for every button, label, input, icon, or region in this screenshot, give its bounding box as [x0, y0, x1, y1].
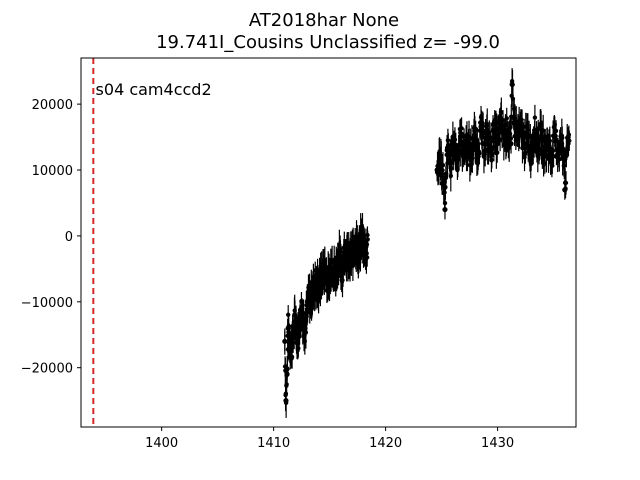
- data-point: [309, 292, 315, 298]
- data-point: [335, 253, 342, 259]
- data-point: [352, 239, 358, 246]
- data-point: [434, 167, 440, 173]
- data-point: [312, 279, 318, 285]
- y-tick-label: 0: [65, 230, 73, 245]
- data-point: [538, 134, 544, 140]
- data-point: [342, 246, 348, 252]
- data-point: [481, 141, 487, 147]
- data-point: [458, 134, 464, 140]
- data-point: [548, 154, 554, 160]
- data-point: [532, 115, 538, 120]
- data-point: [459, 126, 464, 131]
- data-point: [464, 141, 470, 147]
- data-point: [325, 279, 332, 285]
- data-point: [305, 299, 311, 305]
- data-point: [498, 121, 504, 127]
- y-tick-label: 10000: [32, 164, 73, 179]
- data-point: [302, 325, 308, 331]
- data-point: [474, 147, 481, 153]
- y-tick-label: −10000: [21, 296, 73, 311]
- data-point: [535, 141, 541, 147]
- data-point: [295, 332, 301, 338]
- data-point: [562, 154, 568, 160]
- data-point: [332, 272, 338, 279]
- data-point: [501, 134, 507, 140]
- axes: 1400 1410 1420 1430 −20000 −10000 0 10000 20000: [21, 57, 577, 451]
- data-point: [364, 255, 370, 260]
- data-point: [362, 246, 369, 252]
- data-point: [454, 154, 460, 160]
- data-point: [292, 318, 298, 325]
- y-tick-label: −20000: [21, 362, 73, 377]
- data-point: [505, 127, 511, 134]
- data-point: [545, 141, 551, 147]
- data-point: [329, 259, 335, 265]
- data-point: [542, 147, 548, 153]
- data-point: [444, 147, 450, 153]
- data-point: [284, 382, 289, 387]
- data-point: [285, 325, 291, 331]
- data-point: [540, 128, 546, 133]
- data-points: [282, 68, 572, 418]
- data-point: [447, 160, 454, 167]
- x-tick-label: 1420: [369, 436, 402, 451]
- plot-frame: [80, 57, 577, 428]
- data-point: [284, 371, 290, 377]
- data-point: [440, 163, 446, 168]
- data-point: [528, 147, 534, 153]
- x-tick-label: 1410: [257, 436, 290, 451]
- data-point: [448, 173, 454, 179]
- data-point: [471, 134, 477, 140]
- data-point: [282, 338, 288, 344]
- data-point: [442, 206, 448, 213]
- data-point: [488, 147, 494, 153]
- data-point: [437, 154, 444, 160]
- camera-annotation: s04 cam4ccd2: [96, 80, 212, 99]
- data-point: [552, 134, 558, 140]
- data-point: [468, 154, 474, 160]
- data-point: [349, 253, 355, 259]
- data-point: [495, 141, 501, 147]
- chart-title-line-2: 19.741I_Cousins Unclassified z= -99.0: [156, 32, 500, 53]
- data-point: [303, 330, 309, 335]
- data-point: [461, 147, 467, 153]
- x-tick-label: 1400: [145, 436, 178, 451]
- data-point: [491, 127, 497, 134]
- data-point: [288, 345, 295, 351]
- data-point: [283, 398, 289, 404]
- data-point: [511, 121, 518, 127]
- data-point: [508, 141, 514, 147]
- data-point: [555, 147, 561, 153]
- chart-title-line-1: AT2018har None: [249, 10, 399, 31]
- data-point: [484, 134, 491, 140]
- data-point: [319, 272, 325, 279]
- data-point: [356, 253, 362, 259]
- data-point: [509, 81, 515, 87]
- data-point: [515, 134, 521, 140]
- data-point: [451, 141, 457, 147]
- data-point: [365, 237, 370, 242]
- data-point: [299, 305, 305, 311]
- data-point: [322, 266, 328, 272]
- data-point: [315, 286, 322, 292]
- data-point: [339, 266, 345, 272]
- data-point: [562, 187, 568, 193]
- data-point: [560, 135, 565, 140]
- data-point: [518, 127, 524, 134]
- y-tick-label: 20000: [32, 98, 73, 113]
- data-point: [558, 141, 565, 147]
- x-tick-label: 1430: [481, 436, 514, 451]
- data-point: [525, 134, 531, 140]
- data-point: [531, 127, 538, 134]
- data-point: [346, 259, 352, 265]
- data-point: [296, 346, 301, 351]
- data-point: [359, 233, 365, 239]
- data-point: [441, 180, 447, 186]
- data-point: [565, 134, 571, 140]
- data-point: [478, 127, 484, 134]
- data-point: [521, 141, 528, 147]
- data-point: [504, 116, 509, 121]
